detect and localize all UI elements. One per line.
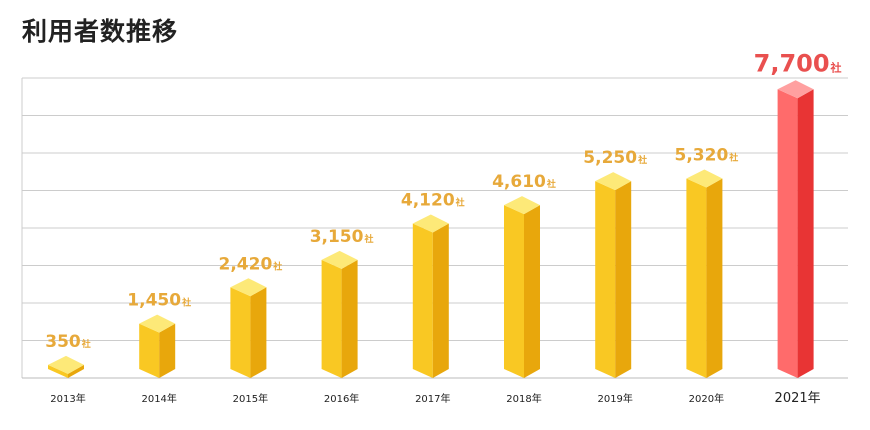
bar-front-face (139, 323, 160, 378)
bar-value-label: 7,700社 (754, 49, 842, 77)
x-tick-label: 2016年 (324, 392, 359, 405)
bar-value-label: 2,420社 (219, 254, 283, 274)
bar-value-label: 350社 (45, 332, 91, 352)
bar (230, 278, 267, 378)
bar-front-face (412, 223, 433, 378)
bar-top-face (139, 314, 176, 333)
bar-top-face (595, 172, 632, 191)
bar (139, 314, 176, 378)
bar-front-face (504, 205, 524, 378)
x-tick-label: 2014年 (141, 392, 176, 405)
x-tick-label: 2019年 (597, 392, 632, 405)
bar-value-label: 3,150社 (310, 227, 374, 247)
bar-side-face (432, 223, 449, 378)
bar-top-face (412, 214, 449, 233)
x-tick-label: 2017年 (415, 392, 450, 405)
bar-side-face (159, 323, 176, 378)
bar-top-face (48, 355, 84, 374)
bar (595, 172, 632, 378)
bar-top-face (321, 250, 358, 269)
bar-side-face (524, 205, 540, 378)
bar-value-label: 4,610社 (492, 172, 556, 192)
bar-value-label: 5,320社 (675, 146, 739, 166)
bar (504, 196, 540, 378)
bar-side-face (797, 89, 814, 378)
bar-front-face (48, 364, 68, 378)
x-tick-label: 2013年 (50, 392, 85, 405)
bar-front-face (230, 287, 251, 378)
bar-side-face (706, 178, 723, 378)
bar-side-face (250, 287, 267, 378)
bar-front-face (595, 181, 616, 378)
x-tick-label: 2020年 (689, 392, 724, 405)
bar (48, 355, 84, 378)
chart-title: 利用者数推移 (22, 17, 179, 46)
bar (321, 250, 358, 378)
x-tick-label: 2021年 (775, 391, 821, 406)
bar-top-face (777, 80, 814, 99)
bar-front-face (686, 178, 707, 378)
bar (686, 169, 723, 378)
bar-side-face (341, 259, 358, 378)
x-tick-label: 2015年 (233, 392, 268, 405)
bar-side-face (615, 181, 632, 378)
bar (777, 80, 814, 378)
bar-value-label: 4,120社 (401, 191, 465, 211)
bar-value-label: 1,450社 (127, 291, 191, 311)
bar (412, 214, 449, 378)
bar-top-face (504, 196, 540, 215)
bar-top-face (230, 278, 267, 297)
bar-value-label: 5,250社 (583, 148, 647, 168)
x-tick-label: 2018年 (506, 392, 541, 405)
bar-side-face (68, 364, 84, 378)
bar-front-face (777, 89, 798, 378)
bar-top-face (686, 169, 723, 188)
bar-front-face (321, 259, 342, 378)
